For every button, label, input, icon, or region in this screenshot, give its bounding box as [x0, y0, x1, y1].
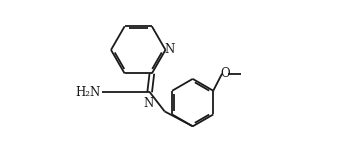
Text: N: N — [165, 43, 175, 56]
Text: H₂N: H₂N — [76, 85, 101, 99]
Text: N: N — [144, 97, 154, 110]
Text: O: O — [220, 67, 230, 80]
